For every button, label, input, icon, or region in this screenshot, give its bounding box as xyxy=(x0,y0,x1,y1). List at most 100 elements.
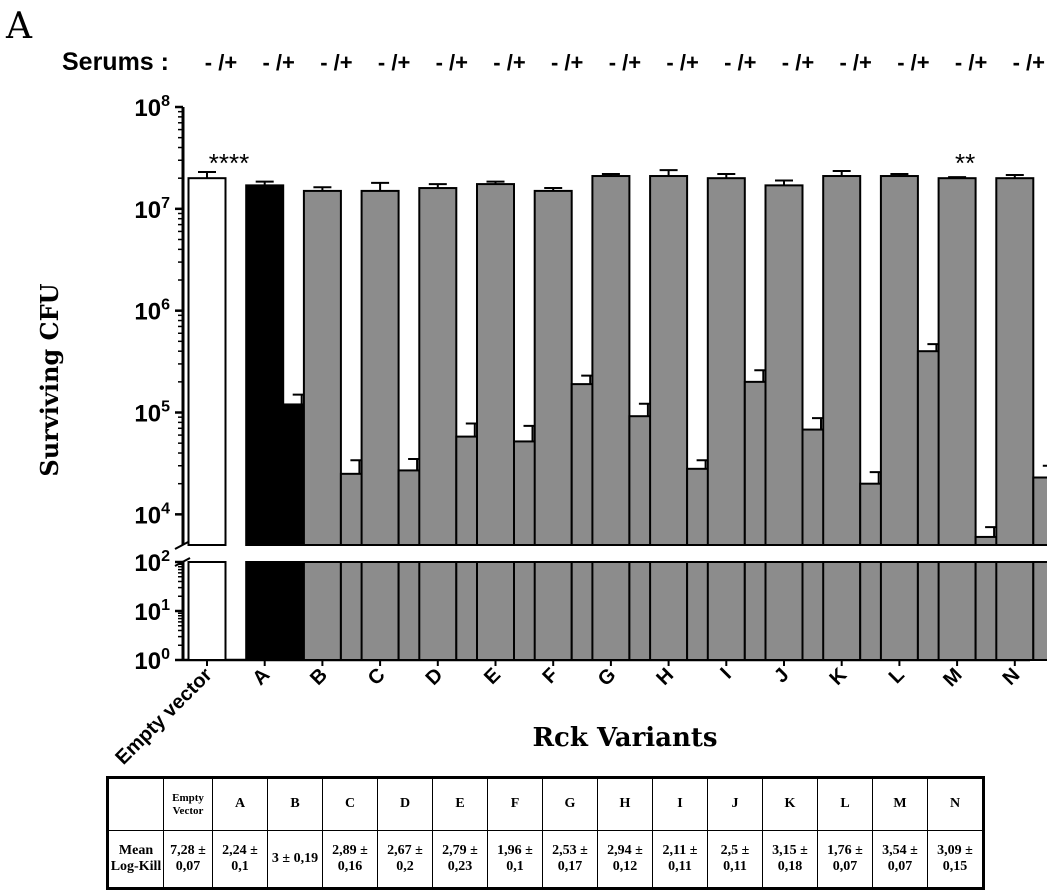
bar-minus-serum xyxy=(649,175,689,546)
bar-minus-serum xyxy=(360,189,400,546)
table-cell-log-kill: 3,15 ± 0,18 xyxy=(762,830,818,889)
bar-minus-serum xyxy=(418,187,458,547)
table-cell-log-kill: 2,53 ± 0,17 xyxy=(542,830,598,889)
table-column-header: A xyxy=(212,777,268,831)
bars xyxy=(187,169,1047,661)
x-tick-label: M xyxy=(939,664,966,691)
table-column-header: E xyxy=(432,777,488,831)
surviving-cfu-chart: A Serums : - /+ - /+ - /+ - /+ - /+ - /+ - /+ -… xyxy=(5,6,1047,769)
table-header-row: Empty Vector A B C D E F G H I J K L M N xyxy=(107,777,984,831)
bar-minus-serum-lower xyxy=(995,561,1035,661)
x-tick-label: F xyxy=(539,664,563,688)
y-tick-label: 100 xyxy=(134,646,170,675)
table-cell-log-kill: 2,79 ± 0,23 xyxy=(432,830,488,889)
table-column-header: I xyxy=(652,777,708,831)
serums-marker: - /+ xyxy=(493,50,525,75)
serums-marker: - /+ xyxy=(1013,50,1045,75)
significance-marker: ** xyxy=(955,148,975,178)
table-cell-log-kill: 2,67 ± 0,2 xyxy=(377,830,433,889)
bar-minus-serum xyxy=(764,184,804,546)
bar-minus-serum xyxy=(937,177,977,546)
table-column-header: M xyxy=(872,777,928,831)
table-cell-log-kill: 2,11 ± 0,11 xyxy=(652,830,708,889)
bar-minus-serum-lower xyxy=(418,561,458,661)
table-cell-log-kill: 2,94 ± 0,12 xyxy=(597,830,653,889)
bar-minus-serum-lower xyxy=(591,561,631,661)
table-column-header: G xyxy=(542,777,598,831)
table-cell-log-kill: 1,96 ± 0,1 xyxy=(487,830,543,889)
x-tick-label: G xyxy=(594,664,621,691)
table-values-row: Mean Log-Kill 7,28 ± 0,07 2,24 ± 0,1 3 ± 0… xyxy=(107,830,984,889)
x-tick-label: J xyxy=(770,664,793,687)
table-cell-log-kill: 1,76 ± 0,07 xyxy=(817,830,873,889)
bar-plus-serum-lower xyxy=(1032,561,1047,661)
bar-minus-serum xyxy=(879,175,919,546)
table-cell-log-kill: 3,54 ± 0,07 xyxy=(872,830,928,889)
serums-markers: - /+ - /+ - /+ - /+ - /+ - /+ - /+ - /+ - /+ - /+… xyxy=(205,50,1045,75)
bar-minus-serum-lower xyxy=(706,561,746,661)
table-corner xyxy=(107,777,164,831)
table-column-header: D xyxy=(377,777,433,831)
bar-minus-serum-lower xyxy=(302,561,342,661)
table-column-header: C xyxy=(322,777,378,831)
table-column-header: H xyxy=(597,777,653,831)
bar-minus-serum xyxy=(995,177,1035,546)
serums-marker: - /+ xyxy=(955,50,987,75)
bar-minus-serum xyxy=(302,189,342,546)
serums-marker: - /+ xyxy=(839,50,871,75)
table-cell-log-kill: 2,5 ± 0,11 xyxy=(707,830,763,889)
bar-minus-serum-lower xyxy=(879,561,919,661)
bar-minus-serum xyxy=(706,177,746,546)
table-cell-log-kill: 7,28 ± 0,07 xyxy=(163,830,213,889)
significance-annotations: **** ** xyxy=(209,148,975,178)
x-tick-label: C xyxy=(364,664,390,690)
serums-marker: - /+ xyxy=(262,50,294,75)
bar-minus-serum xyxy=(533,189,573,546)
y-tick-label: 106 xyxy=(134,297,170,326)
y-tick-label: 101 xyxy=(134,597,170,626)
y-tick-label: 105 xyxy=(134,399,170,428)
bar-minus-serum xyxy=(245,184,285,546)
serums-marker: - /+ xyxy=(724,50,756,75)
bar-minus-serum-lower xyxy=(649,561,689,661)
table-cell-log-kill: 3,09 ± 0,15 xyxy=(927,830,984,889)
bar-minus-serum-lower xyxy=(937,561,977,661)
significance-marker: **** xyxy=(209,148,249,178)
table-cell-log-kill: 3 ± 0,19 xyxy=(267,830,323,889)
serums-marker: - /+ xyxy=(609,50,641,75)
serums-marker: - /+ xyxy=(436,50,468,75)
serums-marker: - /+ xyxy=(320,50,352,75)
bar-minus-serum xyxy=(476,183,515,546)
serums-marker: - /+ xyxy=(378,50,410,75)
y-tick-label: 104 xyxy=(134,500,170,529)
x-tick-label: H xyxy=(652,664,678,690)
y-tick-label: 102 xyxy=(134,548,170,577)
y-tick-label: 107 xyxy=(134,195,170,224)
bar-minus-serum-lower xyxy=(187,561,227,661)
table-column-header: Empty Vector xyxy=(163,777,213,831)
serums-marker: - /+ xyxy=(551,50,583,75)
mean-log-kill-table: Empty Vector A B C D E F G H I J K L M N Mean Log-Kill… xyxy=(106,776,985,890)
bar-minus-serum-lower xyxy=(533,561,573,661)
table-cell-log-kill: 2,24 ± 0,1 xyxy=(212,830,268,889)
x-tick-label: N xyxy=(999,664,1025,690)
table-column-header: B xyxy=(267,777,323,831)
bar-minus-serum-lower xyxy=(476,561,515,661)
serums-marker: - /+ xyxy=(897,50,929,75)
bar-minus-serum xyxy=(187,177,227,546)
table-column-header: J xyxy=(707,777,763,831)
x-tick-label: I xyxy=(716,664,735,683)
x-tick-label: E xyxy=(480,664,505,689)
table-column-header: F xyxy=(487,777,543,831)
table-column-header: L xyxy=(817,777,873,831)
table-cell-log-kill: 2,89 ± 0,16 xyxy=(322,830,378,889)
bar-minus-serum-lower xyxy=(764,561,804,661)
table-row-label: Mean Log-Kill xyxy=(107,830,164,889)
x-tick-label: Empty vector xyxy=(111,664,216,769)
serums-label: Serums : xyxy=(62,48,169,76)
table-column-header: K xyxy=(762,777,818,831)
panel-label: A xyxy=(5,6,33,47)
serums-marker: - /+ xyxy=(782,50,814,75)
x-tick-label: L xyxy=(885,664,909,688)
x-tick-label: B xyxy=(306,664,332,690)
